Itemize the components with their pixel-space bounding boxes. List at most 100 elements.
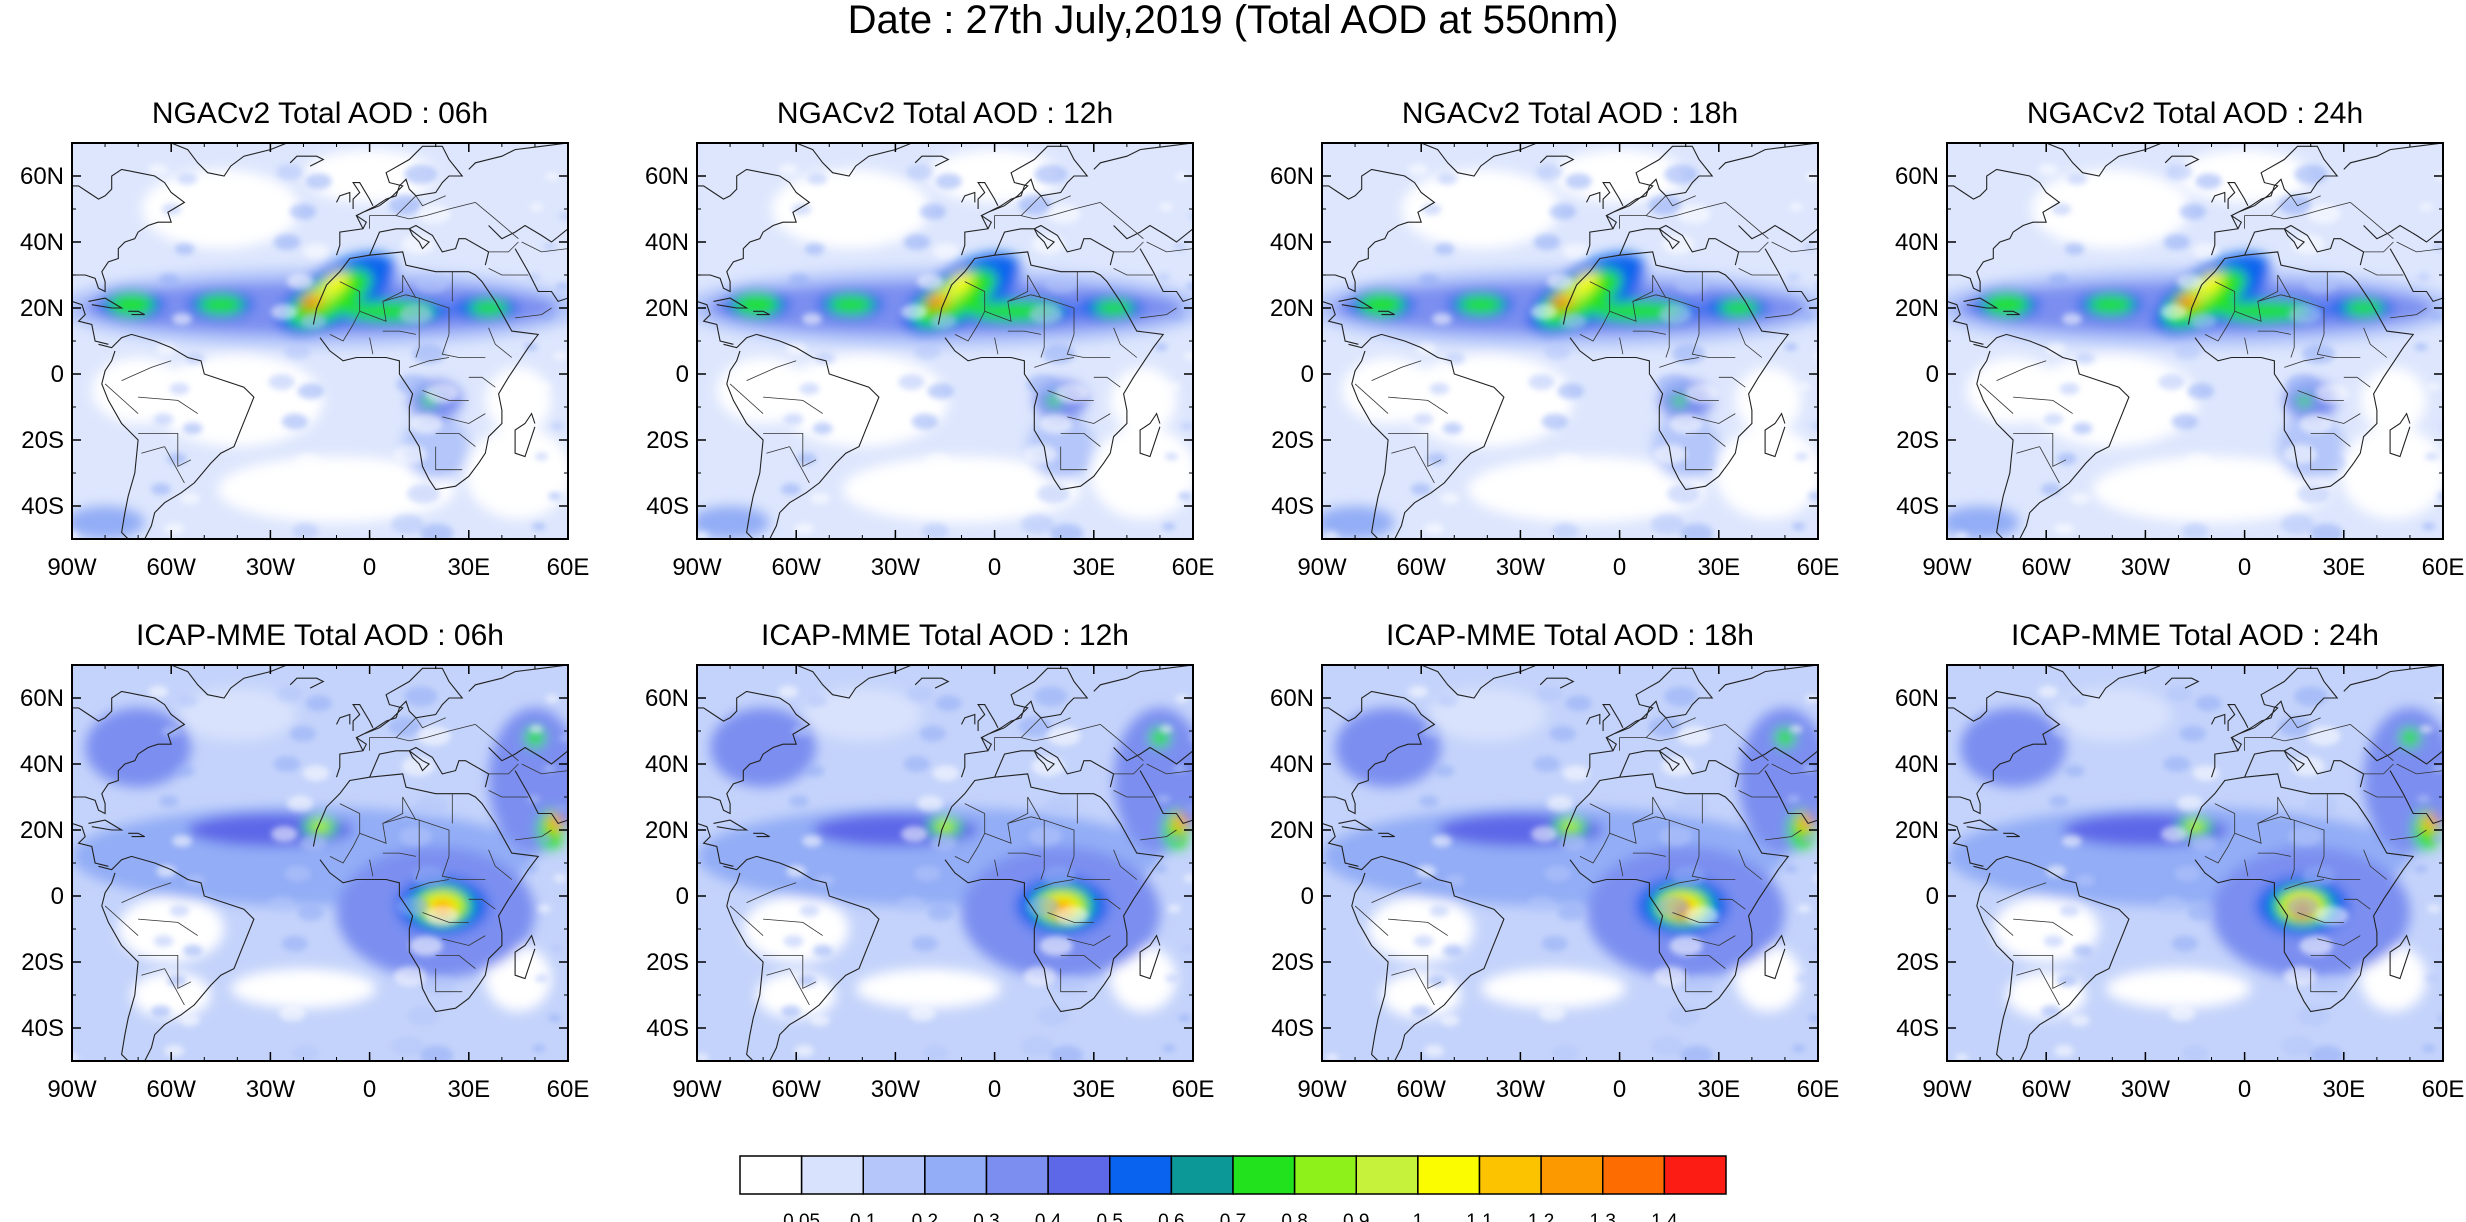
aod-texture-patch xyxy=(2283,444,2317,465)
aod-texture-patch xyxy=(1533,234,1561,250)
country-border xyxy=(2284,357,2325,368)
country-border xyxy=(1354,383,1389,414)
panel-title: ICAP-MME Total AOD : 24h xyxy=(2011,619,2379,652)
aod-plume xyxy=(465,426,568,520)
aod-texture-patch xyxy=(1549,725,1576,742)
country-border xyxy=(1765,307,1802,319)
aod-texture-patch xyxy=(2064,764,2085,777)
map-panel: NGACv2 Total AOD : 06h 90W 60W 30W 0 30E 60E 60… xyxy=(20,97,589,581)
country-border xyxy=(766,446,790,454)
aod-texture-patch xyxy=(2446,804,2459,812)
aod-texture-patch xyxy=(529,725,543,733)
figure-title: Date : 27th July,2019 (Total AOD at 550n… xyxy=(847,0,1619,42)
aod-texture-patch xyxy=(2446,282,2459,290)
country-border xyxy=(994,337,999,355)
aod-plume xyxy=(2199,271,2224,292)
lon-tick-label: 60W xyxy=(147,554,197,581)
country-border xyxy=(2396,763,2443,775)
country-border xyxy=(2257,852,2291,857)
country-border xyxy=(1146,763,1193,775)
country-border xyxy=(2310,433,2351,447)
coastline xyxy=(170,143,288,177)
aod-texture-patch xyxy=(289,203,317,220)
aod-texture-patch xyxy=(1792,522,1806,531)
aod-field xyxy=(1322,143,1818,539)
aod-texture-patch xyxy=(169,382,190,395)
country-border xyxy=(441,856,486,880)
aod-field xyxy=(697,665,1193,1061)
aod-texture-patch xyxy=(2310,523,2344,539)
coastline xyxy=(1586,713,1601,725)
coastline xyxy=(1947,168,2061,293)
aod-plume xyxy=(1457,294,1504,315)
lat-tick-label: 40S xyxy=(1896,493,1939,520)
aod-texture-patch xyxy=(1028,826,1063,847)
country-border xyxy=(1692,413,1736,424)
panel-title: NGACv2 Total AOD : 24h xyxy=(2027,97,2363,130)
aod-texture-patch xyxy=(1325,1053,1339,1061)
country-border xyxy=(2363,327,2388,358)
country-border xyxy=(2013,955,2067,990)
country-border xyxy=(1659,879,1700,890)
aod-texture-patch xyxy=(2040,1005,2061,1018)
aod-plume xyxy=(1110,945,1177,1012)
country-border xyxy=(441,334,486,358)
aod-texture-patch xyxy=(908,1005,936,1022)
aod-texture-patch xyxy=(1789,725,1803,733)
country-border xyxy=(2214,803,2236,834)
aod-texture-patch xyxy=(1813,874,1818,882)
aod-texture-patch xyxy=(2443,352,2456,360)
country-border xyxy=(1738,790,1779,798)
country-border xyxy=(409,879,450,890)
aod-plume xyxy=(1110,367,1177,434)
coastline xyxy=(1139,934,1161,980)
aod-texture-patch xyxy=(916,273,944,290)
map-panel: NGACv2 Total AOD : 12h 90W 60W 30W 0 30E 60E 60… xyxy=(645,97,1214,581)
coastline xyxy=(1973,333,2130,539)
country-border xyxy=(2363,790,2404,798)
country-border xyxy=(994,195,1042,229)
aod-texture-patch xyxy=(1042,343,1076,364)
country-border xyxy=(1685,955,1726,969)
aod-plume xyxy=(131,971,211,1019)
lat-tick-label: 20N xyxy=(20,817,64,844)
aod-texture-patch xyxy=(1661,756,1695,777)
aod-texture-patch xyxy=(1154,864,1168,873)
aod-texture-patch xyxy=(1050,523,1084,539)
aod-texture-patch xyxy=(542,764,557,773)
aod-texture-patch xyxy=(1445,874,1466,887)
country-border xyxy=(2297,390,2344,401)
aod-texture-patch xyxy=(2163,756,2191,772)
country-border xyxy=(442,413,486,424)
aod-texture-patch xyxy=(2067,695,2088,707)
panels-layer: NGACv2 Total AOD : 06h 90W 60W 30W 0 30E 60E 60… xyxy=(20,97,2464,1103)
aod-texture-patch xyxy=(1557,905,1584,922)
aod-plume xyxy=(756,971,836,1019)
lon-tick-label: 60E xyxy=(547,554,590,581)
coastline xyxy=(2211,191,2226,203)
coastline xyxy=(352,182,374,209)
colorbar-swatch xyxy=(1047,1155,1111,1195)
coastline xyxy=(88,297,124,309)
aod-texture-patch xyxy=(550,422,565,431)
aod-texture-patch xyxy=(174,764,195,777)
aod-texture-patch xyxy=(788,795,809,808)
aod-texture-patch xyxy=(780,483,801,496)
aod-texture-patch xyxy=(2043,935,2064,948)
aod-texture-patch xyxy=(2419,725,2433,733)
lat-tick-label: 0 xyxy=(1301,361,1314,388)
lat-tick-label: 40N xyxy=(20,751,64,778)
map-panel: ICAP-MME Total AOD : 18h 90W 60W 30W 0 30E 60E… xyxy=(1270,619,1839,1103)
lat-tick-label: 20N xyxy=(1895,295,1939,322)
coastline xyxy=(1718,665,1818,692)
lat-tick-label: 40S xyxy=(1896,1015,1939,1042)
coastline xyxy=(2244,746,2365,788)
aod-texture-patch xyxy=(2286,374,2320,395)
lon-tick-label: 30W xyxy=(871,1076,921,1103)
aod-texture-patch xyxy=(1159,725,1173,733)
aod-texture-patch xyxy=(300,835,327,852)
aod-plume xyxy=(1718,299,1759,317)
aod-texture-patch xyxy=(1442,422,1463,435)
colorbar-label: 0.1 xyxy=(850,1211,876,1222)
